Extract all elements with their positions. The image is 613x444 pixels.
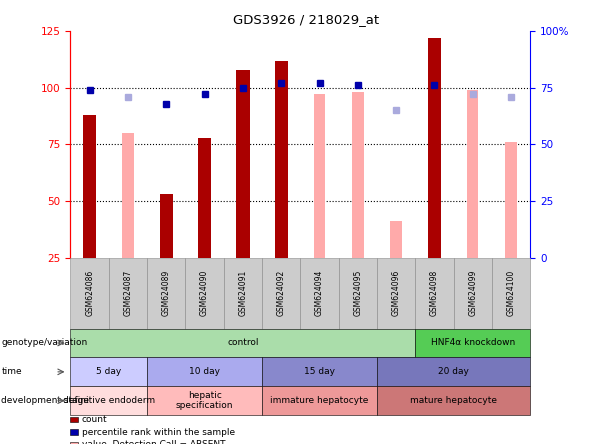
Bar (83, 115, 96, 258)
Text: count: count (82, 415, 107, 424)
Bar (159, 194, 173, 258)
Text: GSM624091: GSM624091 (238, 270, 248, 316)
Text: GDS3926 / 218029_at: GDS3926 / 218029_at (234, 13, 379, 26)
Text: GSM624092: GSM624092 (276, 270, 286, 316)
Text: GSM624087: GSM624087 (123, 270, 132, 316)
Bar (467, 90, 479, 258)
Text: GSM624094: GSM624094 (315, 270, 324, 316)
Text: value, Detection Call = ABSENT: value, Detection Call = ABSENT (82, 440, 225, 444)
Bar (428, 38, 441, 258)
Text: GSM624098: GSM624098 (430, 270, 439, 316)
Text: definitive endoderm: definitive endoderm (63, 396, 155, 405)
Text: GSM624095: GSM624095 (353, 270, 362, 316)
Text: GSM624099: GSM624099 (468, 270, 478, 316)
Text: GSM624089: GSM624089 (162, 270, 171, 316)
Bar (352, 92, 364, 258)
Text: control: control (227, 338, 259, 348)
Text: 20 day: 20 day (438, 367, 469, 377)
Text: 15 day: 15 day (304, 367, 335, 377)
Text: GSM624090: GSM624090 (200, 270, 209, 316)
Text: development stage: development stage (1, 396, 89, 405)
Bar (505, 142, 517, 258)
Bar (198, 138, 211, 258)
Bar (275, 60, 288, 258)
Text: 10 day: 10 day (189, 367, 220, 377)
Text: mature hepatocyte: mature hepatocyte (410, 396, 497, 405)
Bar (314, 95, 326, 258)
Bar (390, 221, 402, 258)
Text: HNF4α knockdown: HNF4α knockdown (431, 338, 515, 348)
Text: 5 day: 5 day (96, 367, 121, 377)
Text: immature hepatocyte: immature hepatocyte (270, 396, 368, 405)
Bar (236, 70, 249, 258)
Text: hepatic
specification: hepatic specification (176, 391, 234, 410)
Text: GSM624086: GSM624086 (85, 270, 94, 316)
Text: GSM624096: GSM624096 (392, 270, 401, 316)
Text: genotype/variation: genotype/variation (1, 338, 88, 348)
Text: time: time (1, 367, 22, 377)
Text: percentile rank within the sample: percentile rank within the sample (82, 428, 235, 436)
Text: GSM624100: GSM624100 (506, 270, 516, 316)
Bar (122, 133, 134, 258)
